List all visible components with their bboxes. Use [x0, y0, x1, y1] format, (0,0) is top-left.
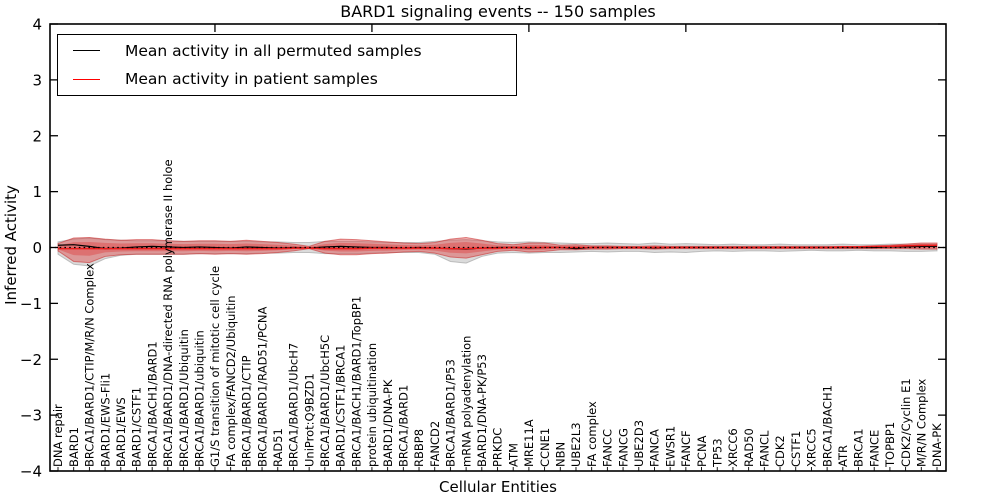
- category-label: BARD1/CSTF1: [130, 387, 144, 467]
- category-label: FANCG: [616, 428, 630, 467]
- category-label: RBBP8: [412, 429, 426, 467]
- category-label: BRCA1/BARD1/DNA-directed RNA polymerase …: [161, 159, 175, 467]
- legend: Mean activity in all permuted samples Me…: [57, 34, 517, 96]
- category-label: G1/S transition of mitotic cell cycle: [208, 266, 222, 467]
- category-label: BRCA1/BARD1/ubiquitin: [192, 330, 206, 467]
- y-tick-label: 3: [32, 71, 42, 89]
- category-label: BRCA1/BARD1/Ubiquitin: [177, 329, 191, 467]
- category-label: BARD1/DNA-PK/P53: [475, 354, 489, 467]
- legend-line-sample-patient: [73, 78, 100, 80]
- category-label: UBE2D3: [632, 420, 646, 467]
- category-label: FANCD2: [428, 421, 442, 467]
- category-label: BRCA1/BARD1: [397, 385, 411, 467]
- category-label: FANCF: [679, 430, 693, 467]
- legend-item-label: Mean activity in patient samples: [125, 70, 378, 89]
- category-label: TP53: [710, 438, 724, 468]
- category-label: BRCA1/BARD1/UbcH7: [287, 343, 301, 467]
- category-label: BARD1: [67, 427, 81, 467]
- category-label: FA complex: [585, 401, 599, 467]
- y-tick-label: 4: [32, 16, 42, 34]
- y-tick-label: 1: [32, 183, 42, 201]
- category-label: BRCA1/BACH1/BARD1: [145, 341, 159, 467]
- legend-item: Mean activity in patient samples: [58, 66, 516, 92]
- category-label: BARD1/CSTF1/BRCA1: [334, 345, 348, 467]
- category-label: NBN: [553, 442, 567, 467]
- y-tick-label: 0: [32, 239, 42, 257]
- category-label: CCNE1: [538, 428, 552, 467]
- category-label: BRCA1/BARD1/P53: [444, 359, 458, 467]
- y-tick-label: −4: [20, 463, 42, 481]
- chart-title: BARD1 signaling events -- 150 samples: [340, 2, 656, 21]
- category-label: DNA-PK: [930, 423, 944, 467]
- category-label: FANCA: [648, 429, 662, 467]
- x-axis-label: Cellular Entities: [439, 478, 557, 496]
- category-label: FANCE: [867, 430, 881, 467]
- category-label: XRCC5: [805, 428, 819, 467]
- category-label: EWSR1: [663, 426, 677, 467]
- category-label: M/R/N Complex: [915, 378, 929, 467]
- category-label: protein ubiquitination: [365, 343, 379, 467]
- category-label: XRCC6: [726, 428, 740, 467]
- category-label: FANCC: [601, 429, 615, 467]
- y-tick-label: −1: [20, 295, 42, 313]
- y-axis-label: Inferred Activity: [2, 185, 20, 305]
- category-label: TOPBP1: [883, 422, 897, 468]
- category-label: BRCA1: [852, 428, 866, 467]
- category-label: PCNA: [695, 435, 709, 467]
- category-label: CDK2: [773, 435, 787, 467]
- category-label: UBE2L3: [569, 422, 583, 467]
- category-label: BRCA1/BACH1: [820, 385, 834, 467]
- category-label: BRCA1/BARD1/CTIP/M/R/N Complex: [83, 263, 97, 467]
- category-label: UniProt:Q9BZD1: [302, 373, 316, 467]
- category-label: BARD1/EWS: [114, 397, 128, 467]
- legend-item: Mean activity in all permuted samples: [58, 38, 516, 64]
- category-label: ATR: [836, 445, 850, 467]
- category-label: DNA repair: [51, 404, 65, 467]
- category-label: BRCA1/BARD1/UbcH5C: [318, 335, 332, 467]
- category-label: PRKDC: [491, 428, 505, 467]
- y-tick-label: −2: [20, 351, 42, 369]
- category-label: MRE11A: [522, 419, 536, 467]
- patient-band: [57, 236, 938, 264]
- patient-band-core: [58, 241, 937, 256]
- y-tick-label: 2: [32, 127, 42, 145]
- permuted-band: [57, 237, 938, 267]
- category-label: FANCL: [758, 430, 772, 467]
- category-label: BRCA1/BACH1/BARD1/TopBP1: [349, 296, 363, 467]
- category-label: ATM: [506, 443, 520, 467]
- y-tick-label: −3: [20, 407, 42, 425]
- category-label: mRNA polyadenylation: [459, 336, 473, 467]
- category-label: BARD1/EWS-Fli1: [98, 373, 112, 467]
- category-label: CDK2/Cyclin E1: [899, 378, 913, 467]
- category-label: BARD1/DNA-PK: [381, 379, 395, 467]
- category-label: CSTF1: [789, 431, 803, 467]
- category-label: RAD50: [742, 428, 756, 467]
- category-label: FA complex/FANCD2/Ubiquitin: [224, 296, 238, 467]
- category-label: BRCA1/BARD1/CTIP: [240, 355, 254, 467]
- category-label: RAD51: [271, 428, 285, 467]
- legend-item-label: Mean activity in all permuted samples: [125, 41, 422, 60]
- legend-line-sample-permuted: [73, 50, 100, 52]
- category-label: BRCA1/BARD1/RAD51/PCNA: [255, 306, 269, 467]
